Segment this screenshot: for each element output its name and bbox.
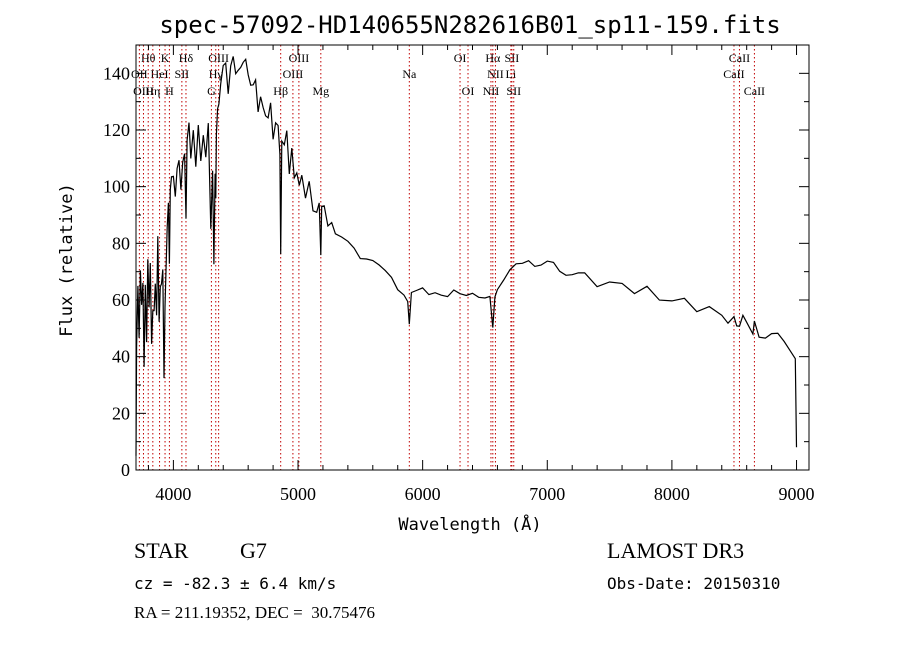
y-tick-label: 40	[112, 347, 130, 367]
chart-title: spec-57092-HD140655N282616B01_sp11-159.f…	[159, 11, 780, 39]
axis-ticks-layer: 4000 5000 6000 7000 8000 9000 0 20 40 60 80 100 120 1…	[103, 45, 815, 504]
spectral-line-label: CaII	[723, 67, 744, 81]
y-tick-label: 20	[112, 403, 130, 423]
flux-series-line	[135, 56, 798, 456]
spectral-line-label: OII	[131, 67, 148, 81]
spectral-line-label: Na	[402, 67, 417, 81]
redshift-velocity: cz = -82.3 ± 6.4 km/s	[134, 574, 337, 593]
spectral-line-label: CaII	[744, 84, 765, 98]
spectral-line-label: NII	[483, 84, 500, 98]
y-tick-label: 120	[103, 120, 130, 140]
observation-date: Obs-Date: 20150310	[607, 574, 781, 593]
y-tick-label: 80	[112, 233, 130, 253]
spectral-line-label: Hα	[485, 51, 501, 65]
x-tick-label: 6000	[405, 484, 441, 504]
spectral-line-label: HeI	[151, 67, 169, 81]
spectral-line-label: H	[165, 84, 174, 98]
y-tick-label: 60	[112, 290, 130, 310]
x-axis-label: Wavelength (Å)	[398, 513, 541, 535]
y-axis-label: Flux (relative)	[57, 183, 77, 337]
spectral-line-label: Hδ	[179, 51, 194, 65]
spectral-line-label: NII	[487, 67, 504, 81]
spectral-line-label: Mg	[312, 84, 329, 98]
spectral-line-label: Li	[506, 67, 517, 81]
object-subclass: G7	[240, 538, 267, 563]
spectral-line-label: CaII	[729, 51, 750, 65]
object-class: STAR	[134, 538, 189, 563]
spectral-line-label: OI	[454, 51, 467, 65]
x-tick-label: 4000	[155, 484, 191, 504]
x-tick-label: 8000	[654, 484, 690, 504]
spectral-line-label: G	[207, 84, 216, 98]
x-tick-label: 9000	[779, 484, 815, 504]
spectral-line-label: SII	[506, 84, 521, 98]
spectral-line-label: OI	[462, 84, 475, 98]
y-tick-label: 0	[121, 460, 130, 480]
spectral-line-label: OIII	[289, 51, 310, 65]
spectral-line-label: SII	[175, 67, 190, 81]
y-tick-label: 100	[103, 177, 130, 197]
survey-name: LAMOST DR3	[607, 538, 745, 563]
spectral-line-label: OIII	[208, 51, 229, 65]
spectral-line-label: Hβ	[273, 84, 288, 98]
spectral-line-label: K	[161, 51, 170, 65]
x-tick-label: 7000	[529, 484, 565, 504]
spectral-line-label: Hθ	[141, 51, 156, 65]
spectral-line-label: OIII	[133, 84, 154, 98]
spectral-line-label: Hη	[145, 84, 160, 98]
sky-coordinates: RA = 211.19352, DEC = 30.75476	[134, 603, 375, 622]
spectral-line-label: SII	[505, 51, 520, 65]
x-tick-label: 5000	[280, 484, 316, 504]
y-tick-label: 140	[103, 63, 130, 83]
plot-frame	[135, 44, 810, 471]
spectral-line-label: Hγ	[209, 67, 224, 81]
spectral-line-label: OIII	[283, 67, 304, 81]
